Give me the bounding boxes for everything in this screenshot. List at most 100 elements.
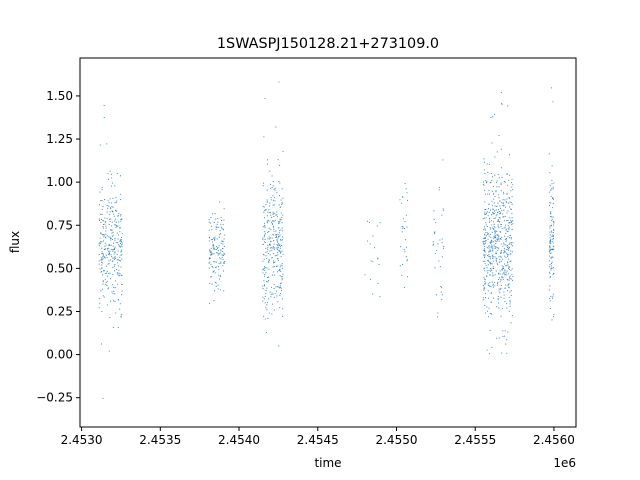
data-point [271, 257, 273, 259]
data-point [509, 300, 511, 302]
data-point [263, 280, 265, 282]
data-point [118, 274, 120, 276]
data-point [217, 266, 219, 268]
data-point [506, 254, 508, 256]
data-point [492, 274, 494, 276]
data-point [488, 269, 490, 271]
data-point [263, 254, 265, 256]
data-point [224, 253, 226, 255]
data-point [508, 243, 510, 245]
data-point [282, 273, 284, 275]
data-point [267, 281, 269, 283]
data-point [492, 286, 494, 288]
data-point [486, 163, 488, 165]
y-tick-label: 0.25 [46, 304, 73, 318]
data-point [277, 247, 279, 249]
data-point [496, 233, 498, 235]
data-point [110, 229, 112, 231]
data-point [504, 206, 506, 208]
data-point [223, 261, 225, 263]
data-point [489, 233, 491, 235]
data-point [437, 316, 439, 318]
data-point [506, 290, 508, 292]
data-point [264, 98, 266, 99]
data-point [121, 243, 123, 245]
data-point [101, 343, 103, 345]
data-point [500, 148, 502, 150]
data-point [264, 302, 266, 304]
data-point [432, 241, 434, 243]
data-point [273, 287, 275, 289]
data-point [111, 206, 113, 208]
data-point [99, 268, 101, 270]
data-point [264, 296, 266, 298]
data-point [273, 240, 275, 242]
data-point [273, 265, 275, 267]
data-point [279, 247, 281, 249]
data-point [213, 244, 215, 246]
data-point [502, 199, 504, 201]
data-point [552, 274, 554, 276]
data-point [101, 241, 103, 243]
data-point [107, 178, 109, 180]
data-point [222, 228, 224, 230]
data-point [269, 212, 271, 214]
data-point [118, 299, 120, 301]
data-point [262, 260, 264, 262]
data-point [208, 249, 210, 251]
data-point [484, 214, 486, 216]
data-point [495, 246, 497, 248]
data-point [509, 242, 511, 244]
data-point [491, 190, 493, 192]
data-point [506, 201, 508, 203]
data-point [108, 244, 110, 246]
data-point [488, 255, 490, 257]
data-point [492, 284, 494, 286]
y-axis-label: flux [8, 231, 22, 253]
data-point [103, 256, 105, 258]
data-point [117, 215, 119, 217]
data-point [482, 218, 484, 220]
data-point [507, 219, 509, 221]
data-point [113, 215, 115, 217]
data-point [278, 244, 280, 246]
data-point [272, 234, 274, 236]
data-point [553, 272, 555, 274]
data-point [552, 216, 554, 218]
data-point [117, 215, 119, 217]
data-point [279, 219, 281, 221]
data-point [102, 262, 104, 264]
data-point [501, 176, 503, 178]
data-point [500, 256, 502, 258]
data-point [553, 248, 555, 250]
data-point [102, 240, 104, 242]
data-point [268, 312, 270, 314]
data-point [271, 292, 273, 294]
data-point [498, 272, 500, 274]
data-point [121, 236, 123, 238]
data-point [551, 218, 553, 220]
data-point [117, 327, 119, 329]
data-point [277, 237, 279, 239]
data-point [266, 301, 268, 303]
data-point [271, 222, 273, 224]
data-point [120, 239, 122, 241]
data-point [111, 225, 113, 227]
data-point [500, 243, 502, 245]
data-point [274, 219, 276, 221]
data-point [271, 256, 273, 258]
data-point [512, 223, 514, 225]
data-point [275, 290, 277, 292]
data-point [215, 261, 217, 263]
data-point [210, 263, 212, 265]
data-point [120, 240, 122, 242]
data-point [496, 262, 498, 264]
data-point [213, 222, 215, 224]
data-point [275, 234, 277, 236]
data-point [486, 180, 488, 182]
data-point [115, 210, 117, 212]
data-point [510, 290, 512, 292]
data-point [209, 261, 211, 263]
data-point [492, 250, 494, 252]
data-point [112, 250, 114, 252]
